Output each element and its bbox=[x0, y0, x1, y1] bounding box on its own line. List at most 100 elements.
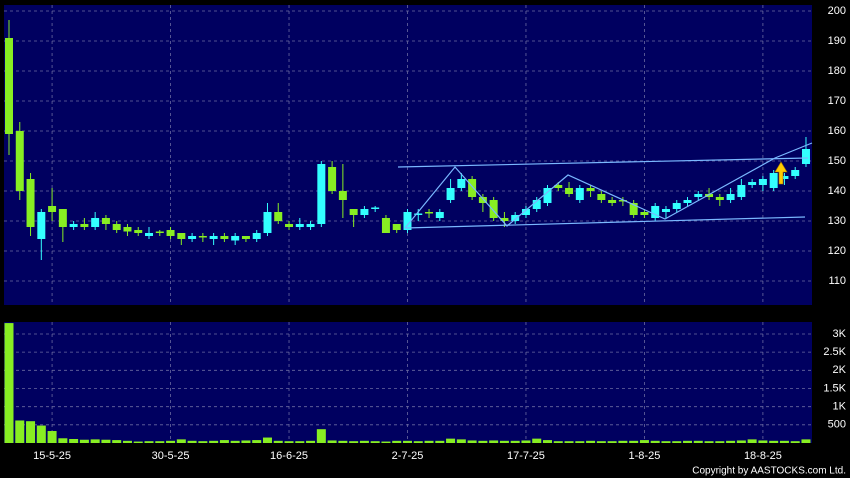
volume-bar bbox=[36, 425, 46, 443]
candle-body bbox=[694, 194, 703, 197]
y-tick-label: 120 bbox=[828, 245, 846, 257]
y-tick-label: 1.5K bbox=[823, 382, 846, 394]
y-tick-label: 190 bbox=[828, 35, 846, 47]
candle-body bbox=[134, 230, 143, 233]
volume-bar bbox=[101, 439, 111, 443]
candle-body bbox=[188, 236, 197, 239]
candle-body bbox=[565, 188, 574, 194]
y-tick-label: 200 bbox=[828, 5, 846, 17]
candle-body bbox=[554, 185, 563, 188]
volume-bar bbox=[747, 439, 757, 443]
channel-upper bbox=[397, 157, 809, 168]
volume-bar bbox=[489, 440, 499, 443]
volume-bar bbox=[726, 440, 736, 443]
candle-body bbox=[780, 176, 789, 179]
y-tick-label: 500 bbox=[828, 419, 846, 431]
copyright: Copyright by AASTOCKS.com Ltd. bbox=[692, 466, 846, 477]
candle-body bbox=[661, 209, 670, 212]
candle-body bbox=[532, 200, 541, 209]
volume-bar bbox=[456, 439, 466, 443]
candle-body bbox=[640, 212, 649, 215]
volume-bar bbox=[499, 440, 509, 443]
volume-bar bbox=[575, 441, 585, 443]
volume-bar bbox=[252, 440, 262, 443]
volume-bar bbox=[715, 441, 725, 443]
candle-body bbox=[715, 197, 724, 200]
candle-body bbox=[457, 179, 466, 188]
candle-body bbox=[791, 170, 800, 176]
candle-body bbox=[683, 200, 692, 203]
candle-body bbox=[306, 224, 315, 227]
volume-bar bbox=[306, 440, 316, 443]
volume-bar bbox=[736, 440, 746, 443]
volume-bar bbox=[650, 440, 660, 443]
candle-body bbox=[705, 194, 714, 197]
grid bbox=[4, 5, 812, 443]
volume-bar bbox=[672, 441, 682, 443]
volume-bar bbox=[381, 441, 391, 443]
volume-bar bbox=[402, 440, 412, 443]
volume-bar bbox=[639, 440, 649, 443]
candle-body bbox=[575, 188, 584, 200]
volume-bar bbox=[69, 439, 79, 443]
candle-body bbox=[48, 206, 57, 212]
x-tick-label: 16-6-25 bbox=[270, 450, 308, 462]
candle-body bbox=[69, 224, 78, 227]
candle-body bbox=[672, 203, 681, 209]
candle-body bbox=[15, 131, 24, 191]
candle-body bbox=[80, 224, 89, 227]
volume-bar bbox=[47, 431, 57, 443]
volume-panel bbox=[4, 322, 812, 443]
volume-bar bbox=[478, 440, 488, 443]
candle-body bbox=[198, 236, 207, 238]
volume-bar bbox=[241, 440, 251, 443]
volume-bar bbox=[112, 440, 122, 443]
candle-body bbox=[597, 194, 606, 200]
volume-bar bbox=[176, 439, 186, 443]
y-tick-label: 2.5K bbox=[823, 346, 846, 358]
candle-body bbox=[360, 209, 369, 215]
y-tick-label: 160 bbox=[828, 125, 846, 137]
candle-body bbox=[748, 182, 757, 185]
volume-bar bbox=[446, 438, 456, 443]
volume-bar bbox=[779, 440, 789, 443]
candle-body bbox=[403, 212, 412, 230]
candle-body bbox=[468, 179, 477, 197]
volume-bar bbox=[661, 441, 671, 443]
y-tick-label: 2K bbox=[833, 364, 847, 376]
candle-body bbox=[726, 194, 735, 200]
y-tick-label: 1K bbox=[833, 401, 847, 413]
candle-body bbox=[392, 224, 401, 230]
volume-bar bbox=[26, 421, 36, 443]
volume-bar bbox=[553, 441, 563, 443]
volume-bar bbox=[629, 440, 639, 443]
candle-body bbox=[285, 224, 294, 227]
candle-body bbox=[618, 200, 627, 202]
candle-body bbox=[166, 230, 175, 236]
volume-bar bbox=[392, 440, 402, 443]
candle-body bbox=[371, 207, 380, 209]
volume-bar bbox=[295, 441, 305, 443]
volume-bar bbox=[209, 440, 219, 443]
candle-body bbox=[338, 191, 347, 200]
volume-bar bbox=[230, 440, 240, 443]
candle-body bbox=[608, 200, 617, 203]
volume-bar bbox=[413, 441, 423, 443]
candle-body bbox=[801, 149, 810, 164]
volume-bar bbox=[198, 441, 208, 443]
y-tick-label: 150 bbox=[828, 155, 846, 167]
candle-body bbox=[425, 212, 434, 214]
volume-bar bbox=[79, 439, 89, 443]
signal-arrow bbox=[774, 161, 788, 185]
y-tick-label: 3K bbox=[833, 328, 847, 340]
volume-bar bbox=[155, 441, 165, 443]
volume-bar bbox=[284, 441, 294, 443]
volume-bar bbox=[704, 441, 714, 443]
candle-body bbox=[446, 188, 455, 200]
candle-body bbox=[145, 233, 154, 236]
y-tick-label: 130 bbox=[828, 215, 846, 227]
candle-body bbox=[758, 179, 767, 185]
candle-body bbox=[155, 231, 164, 233]
volume-bar bbox=[58, 438, 68, 443]
